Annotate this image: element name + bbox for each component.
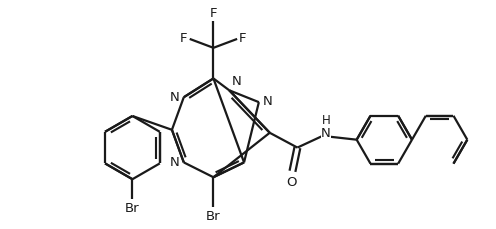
Text: N: N bbox=[170, 91, 180, 104]
Text: N: N bbox=[170, 156, 180, 169]
Text: N: N bbox=[263, 95, 273, 108]
Text: Br: Br bbox=[125, 202, 140, 215]
Text: O: O bbox=[286, 176, 297, 189]
Text: F: F bbox=[180, 33, 188, 45]
Text: Br: Br bbox=[206, 210, 221, 223]
Text: F: F bbox=[210, 7, 217, 20]
Text: N: N bbox=[321, 127, 331, 140]
Text: F: F bbox=[239, 33, 247, 45]
Text: H: H bbox=[322, 114, 330, 127]
Text: N: N bbox=[232, 75, 242, 88]
